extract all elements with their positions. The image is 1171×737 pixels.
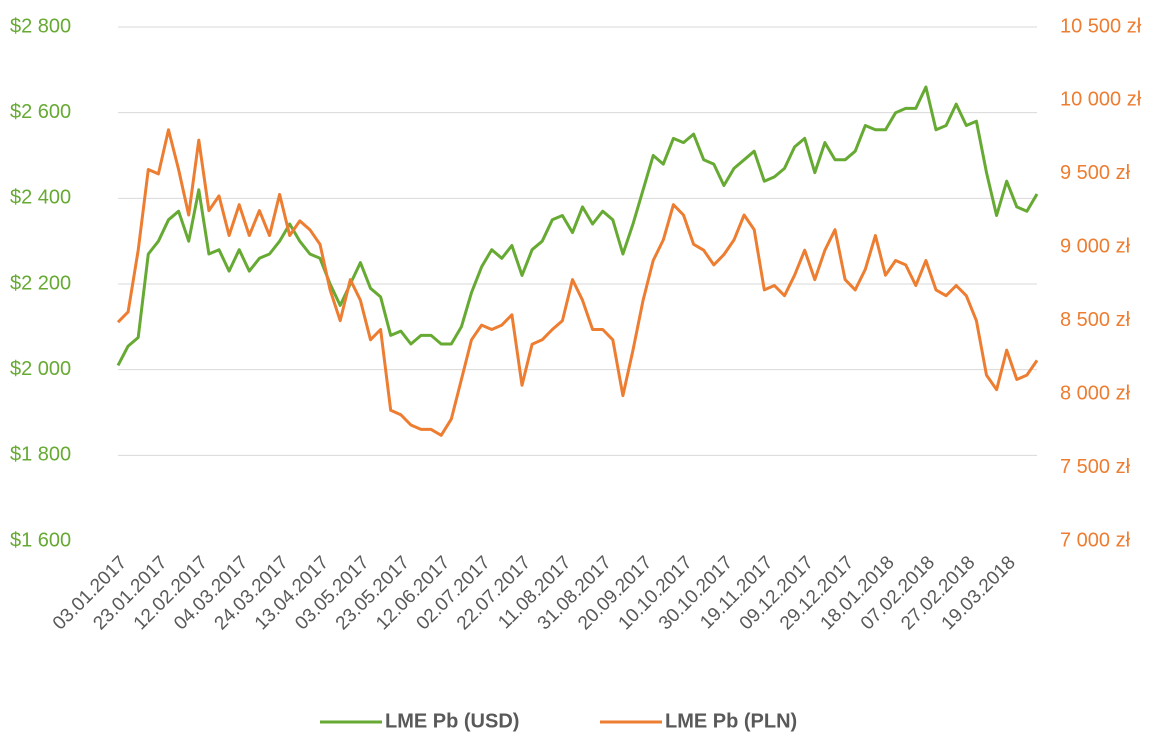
y2-tick-label: 9 000 zł xyxy=(1060,236,1131,258)
y-tick-label: $1 800 xyxy=(10,444,71,466)
y2-tick-label: 7 500 zł xyxy=(1060,456,1131,478)
y2-tick-label: 8 000 zł xyxy=(1060,382,1131,404)
y2-tick-label: 8 500 zł xyxy=(1060,309,1131,331)
y2-tick-label: 10 000 zł xyxy=(1060,89,1142,111)
legend-label: LME Pb (USD) xyxy=(385,710,519,732)
y2-tick-label: 9 500 zł xyxy=(1060,162,1131,184)
legend-label: LME Pb (PLN) xyxy=(665,710,797,732)
y-tick-label: $2 000 xyxy=(10,358,71,380)
y2-tick-label: 10 500 zł xyxy=(1060,15,1142,37)
y-tick-label: $2 400 xyxy=(10,187,71,209)
line-series xyxy=(116,128,1039,437)
y-tick-label: $2 600 xyxy=(10,101,71,123)
y2-tick-label: 7 000 zł xyxy=(1060,529,1131,551)
y-tick-label: $1 600 xyxy=(10,529,71,551)
y-tick-label: $2 800 xyxy=(10,15,71,37)
y-tick-label: $2 200 xyxy=(10,272,71,294)
line-series xyxy=(116,85,1039,367)
